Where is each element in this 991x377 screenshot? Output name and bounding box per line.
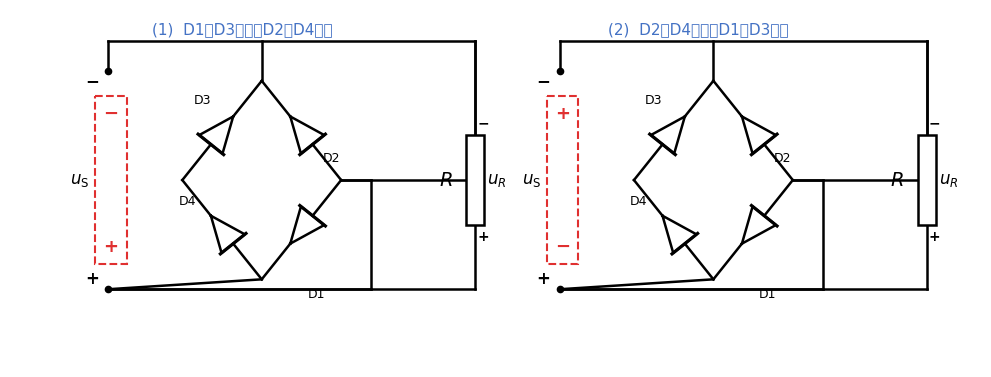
Bar — [95, 96, 127, 264]
Text: $u_\mathrm{S}$: $u_\mathrm{S}$ — [522, 171, 541, 189]
Text: D4: D4 — [178, 195, 196, 208]
Polygon shape — [290, 116, 324, 154]
Text: $R$: $R$ — [890, 170, 904, 190]
Polygon shape — [199, 116, 233, 154]
Text: −: − — [103, 104, 118, 123]
Text: (2)  D2、D4导通，D1、D3截止: (2) D2、D4导通，D1、D3截止 — [608, 22, 789, 37]
Text: D4: D4 — [630, 195, 648, 208]
Text: $R$: $R$ — [439, 170, 452, 190]
Polygon shape — [742, 207, 776, 244]
Text: −: − — [537, 72, 551, 90]
Bar — [547, 96, 579, 264]
Text: +: + — [478, 230, 489, 244]
Polygon shape — [211, 216, 245, 253]
Polygon shape — [651, 116, 685, 154]
Text: $u_R$: $u_R$ — [938, 171, 958, 189]
Text: D3: D3 — [193, 94, 211, 107]
Text: −: − — [555, 238, 570, 256]
Bar — [466, 135, 484, 225]
Text: +: + — [537, 270, 551, 288]
Polygon shape — [742, 116, 776, 154]
Polygon shape — [663, 216, 697, 253]
Text: D1: D1 — [759, 288, 777, 301]
Text: +: + — [929, 230, 940, 244]
Text: +: + — [555, 104, 570, 123]
Text: D2: D2 — [774, 152, 792, 165]
Text: −: − — [85, 72, 99, 90]
Text: +: + — [103, 238, 118, 256]
Text: D2: D2 — [322, 152, 340, 165]
Text: +: + — [85, 270, 99, 288]
Text: −: − — [929, 116, 940, 130]
Bar — [918, 135, 936, 225]
Text: (1)  D1、D3导通，D2、D4截止: (1) D1、D3导通，D2、D4截止 — [152, 22, 332, 37]
Text: −: − — [478, 116, 489, 130]
Text: D1: D1 — [307, 288, 325, 301]
Polygon shape — [290, 207, 324, 244]
Text: $u_R$: $u_R$ — [488, 171, 506, 189]
Text: $u_\mathrm{S}$: $u_\mathrm{S}$ — [70, 171, 90, 189]
Text: D3: D3 — [645, 94, 663, 107]
